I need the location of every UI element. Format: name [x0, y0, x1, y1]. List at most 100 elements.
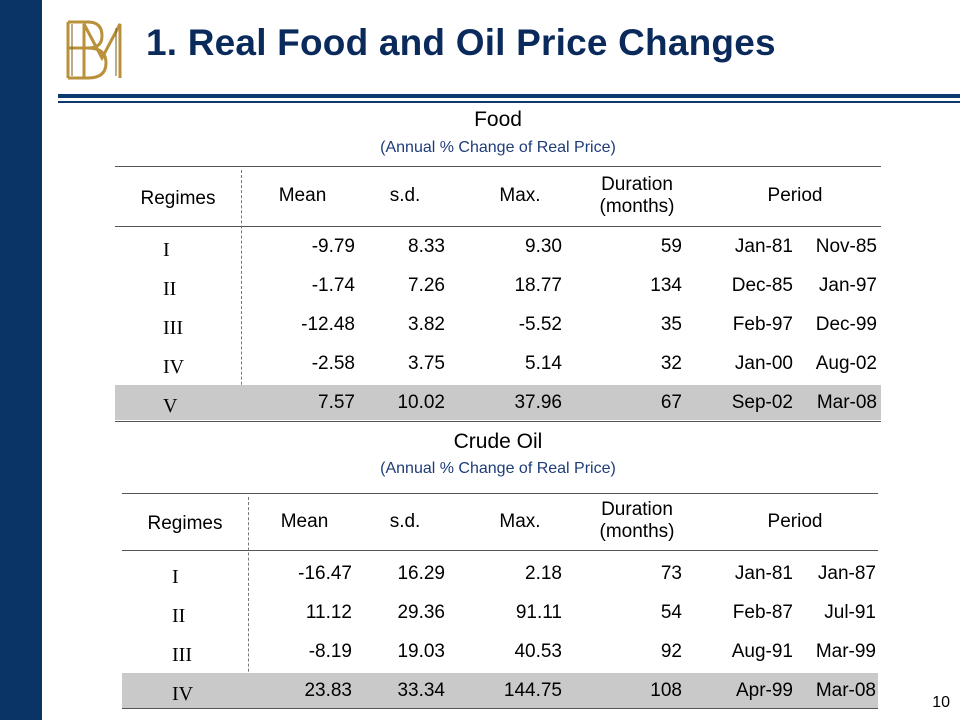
regime-divider: [248, 497, 249, 707]
mean-cell: 23.83: [304, 680, 352, 701]
max-cell: 144.75: [503, 680, 562, 701]
period-start-cell: Feb-87: [732, 602, 793, 623]
duration-cell: 32: [660, 353, 682, 374]
max-cell: -5.52: [518, 314, 562, 335]
mean-cell: -12.48: [301, 314, 355, 335]
period-end-cell: Jul-91: [824, 602, 876, 623]
period-end-cell: Jan-97: [818, 275, 877, 296]
title-rule-thick: [58, 94, 960, 98]
max-cell: 9.30: [525, 236, 562, 257]
sd-cell: 10.02: [397, 392, 445, 413]
mean-cell: 11.12: [305, 602, 352, 623]
col-header-sd: s.d.: [389, 511, 421, 532]
header-rule: [115, 226, 881, 227]
duration-cell: 59: [660, 236, 682, 257]
mean-cell: -2.58: [311, 353, 355, 374]
title-rule-thin: [58, 101, 960, 103]
oil-section-title: Crude Oil: [453, 430, 543, 453]
table-top-rule: [115, 166, 881, 167]
col-header-mean: Mean: [280, 511, 329, 532]
regime-cell: V: [163, 395, 178, 417]
period-end-cell: Mar-99: [815, 641, 876, 662]
period-start-cell: Aug-91: [731, 641, 793, 662]
duration-cell: 67: [660, 392, 682, 413]
col-header-regimes: Regimes: [147, 513, 223, 534]
col-header-duration-line2: (months): [599, 196, 675, 217]
duration-cell: 134: [650, 275, 682, 296]
col-header-mean: Mean: [278, 185, 327, 206]
col-header-duration-line1: Duration: [601, 174, 673, 195]
mean-cell: -1.74: [311, 275, 355, 296]
regime-cell: I: [172, 566, 179, 588]
sd-cell: 19.03: [397, 641, 445, 662]
period-start-cell: Feb-97: [732, 314, 793, 335]
table-row: I -16.47 16.29 2.18 73 Jan-81 Jan-87: [122, 556, 878, 591]
max-cell: 91.11: [515, 602, 562, 623]
period-end-cell: Aug-02: [815, 353, 877, 374]
col-header-duration: Duration (months): [587, 174, 687, 218]
duration-cell: 54: [660, 602, 682, 623]
col-header-max: Max.: [499, 185, 541, 206]
regime-cell: I: [163, 239, 170, 261]
sd-cell: 8.33: [408, 236, 445, 257]
table-row: II 11.12 29.36 91.11 54 Feb-87 Jul-91: [122, 595, 878, 630]
oil-section-subtitle: (Annual % Change of Real Price): [380, 460, 616, 477]
period-end-cell: Mar-08: [815, 680, 876, 701]
table-top-rule: [122, 493, 878, 494]
col-header-sd: s.d.: [389, 185, 421, 206]
regime-cell: III: [163, 317, 183, 339]
table-row: II -1.74 7.26 18.77 134 Dec-85 Jan-97: [115, 268, 881, 303]
period-end-cell: Jan-87: [817, 563, 876, 584]
max-cell: 40.53: [514, 641, 562, 662]
regime-cell: III: [172, 644, 192, 666]
period-start-cell: Sep-02: [731, 392, 793, 413]
regime-cell: IV: [172, 683, 194, 705]
col-header-period: Period: [767, 185, 823, 206]
page-number: 10: [932, 694, 950, 711]
bm-monogram-logo: [66, 20, 122, 80]
food-table: Regimes Mean s.d. Max. Duration (months)…: [115, 166, 881, 422]
period-end-cell: Dec-99: [815, 314, 877, 335]
regime-divider: [241, 170, 242, 420]
period-start-cell: Apr-99: [735, 680, 793, 701]
regime-cell: IV: [163, 356, 185, 378]
sd-cell: 7.26: [408, 275, 445, 296]
table-row: III -8.19 19.03 40.53 92 Aug-91 Mar-99: [122, 634, 878, 669]
period-start-cell: Jan-00: [734, 353, 793, 374]
table-row: III -12.48 3.82 -5.52 35 Feb-97 Dec-99: [115, 307, 881, 342]
duration-cell: 35: [660, 314, 682, 335]
mean-cell: 7.57: [318, 392, 355, 413]
food-section-title: Food: [474, 108, 522, 131]
sd-cell: 3.75: [408, 353, 445, 374]
table-bottom-rule: [122, 708, 878, 709]
sd-cell: 33.34: [397, 680, 445, 701]
slide-title: 1. Real Food and Oil Price Changes: [146, 22, 776, 63]
duration-cell: 108: [650, 680, 682, 701]
col-header-duration-line1: Duration: [601, 499, 673, 520]
regime-cell: II: [163, 278, 177, 300]
col-header-period: Period: [767, 511, 823, 532]
period-start-cell: Jan-81: [734, 563, 793, 584]
table-row: IV -2.58 3.75 5.14 32 Jan-00 Aug-02: [115, 346, 881, 381]
header-rule: [122, 550, 878, 551]
mean-cell: -8.19: [308, 641, 352, 662]
max-cell: 2.18: [525, 563, 562, 584]
table-row: IV 23.83 33.34 144.75 108 Apr-99 Mar-08: [122, 673, 878, 708]
mean-cell: -16.47: [298, 563, 352, 584]
period-end-cell: Nov-85: [815, 236, 877, 257]
oil-table: Regimes Mean s.d. Max. Duration (months)…: [122, 493, 878, 710]
table-row: V 7.57 10.02 37.96 67 Sep-02 Mar-08: [115, 385, 881, 420]
duration-cell: 92: [660, 641, 682, 662]
table-row: I -9.79 8.33 9.30 59 Jan-81 Nov-85: [115, 229, 881, 264]
sidebar-stripe: [0, 0, 42, 720]
col-header-duration-line2: (months): [599, 521, 675, 542]
col-header-regimes: Regimes: [140, 188, 216, 209]
period-start-cell: Jan-81: [734, 236, 793, 257]
mean-cell: -9.79: [311, 236, 355, 257]
duration-cell: 73: [660, 563, 682, 584]
col-header-max: Max.: [499, 511, 541, 532]
sd-cell: 29.36: [397, 602, 445, 623]
period-start-cell: Dec-85: [731, 275, 793, 296]
col-header-duration: Duration (months): [587, 499, 687, 543]
max-cell: 5.14: [525, 353, 562, 374]
